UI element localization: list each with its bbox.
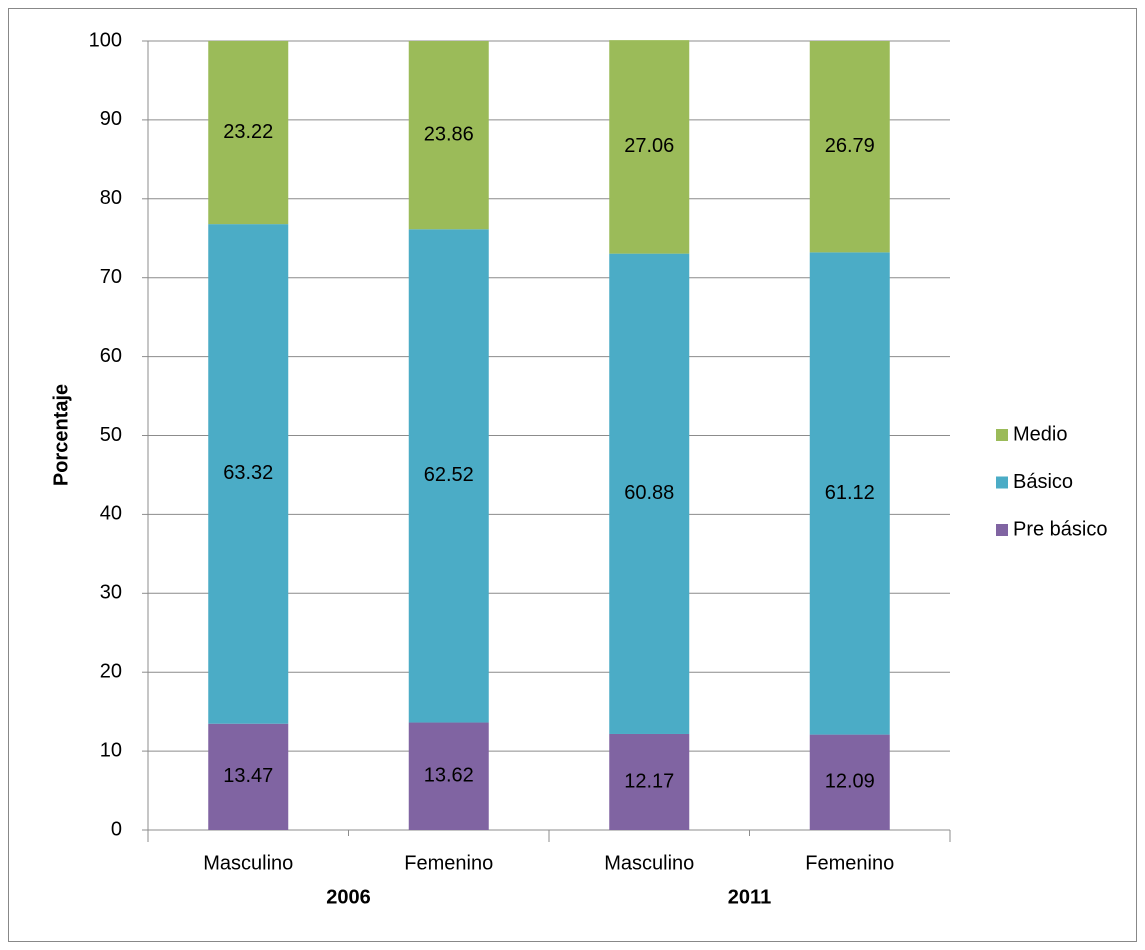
legend-swatch <box>996 476 1008 489</box>
data-label: 12.17 <box>624 770 674 792</box>
bar-segment <box>208 40 289 225</box>
x-tick-label: Masculino <box>203 852 293 874</box>
data-label: 13.47 <box>223 765 273 787</box>
bar-segment <box>408 229 489 723</box>
bar-segment <box>408 41 489 230</box>
chart-frame <box>8 8 1137 942</box>
bar-segment <box>408 722 489 830</box>
legend-swatch <box>996 429 1008 441</box>
data-label: 13.62 <box>424 765 474 787</box>
data-label: 12.09 <box>825 771 875 793</box>
data-label: 27.06 <box>624 135 674 157</box>
bar-segment <box>809 41 890 253</box>
data-label: 26.79 <box>825 135 875 157</box>
y-tick-label: 80 <box>100 187 122 209</box>
x-tick-label: Masculino <box>604 852 694 874</box>
bar-segment <box>208 723 289 830</box>
data-label: 60.88 <box>624 482 674 504</box>
y-tick-label: 50 <box>100 424 122 446</box>
y-tick-label: 0 <box>111 818 122 840</box>
y-tick-label: 40 <box>100 503 122 525</box>
data-label: 62.52 <box>424 464 474 486</box>
group-label: 2011 <box>728 886 771 908</box>
group-label: 2006 <box>326 886 371 908</box>
legend-swatch <box>996 524 1008 536</box>
data-label: 61.12 <box>825 482 875 504</box>
y-tick-label: 60 <box>100 345 122 367</box>
data-label: 23.86 <box>424 123 474 145</box>
data-label: 23.22 <box>223 121 273 143</box>
data-label: 63.32 <box>223 462 273 484</box>
bar-segment <box>609 733 690 830</box>
y-tick-label: 10 <box>100 739 122 761</box>
y-tick-label: 20 <box>100 660 122 682</box>
legend-label: Básico <box>1013 471 1073 493</box>
bar-segment <box>609 253 690 734</box>
x-tick-label: Femenino <box>404 852 493 874</box>
y-tick-label: 70 <box>100 266 122 288</box>
legend-label: Medio <box>1013 423 1067 445</box>
y-tick-label: 100 <box>89 29 122 51</box>
x-tick-label: Femenino <box>805 852 894 874</box>
y-tick-label: 30 <box>100 582 122 604</box>
y-tick-label: 90 <box>100 108 122 130</box>
legend-label: Pre básico <box>1013 518 1108 540</box>
bar-segment <box>609 40 690 254</box>
bar-segment <box>809 252 890 735</box>
bar-segment <box>208 224 289 724</box>
bar-segment <box>809 734 890 830</box>
y-axis-label: Porcentaje <box>50 384 72 486</box>
